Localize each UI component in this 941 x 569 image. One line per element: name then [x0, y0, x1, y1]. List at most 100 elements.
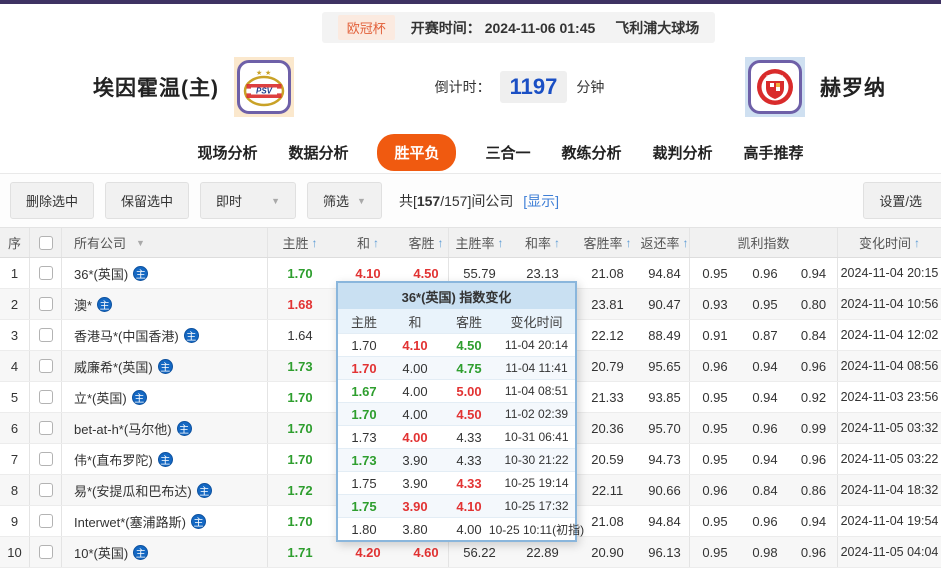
popup-home-odds: 1.67 — [351, 383, 377, 399]
row-checkbox[interactable] — [30, 475, 62, 505]
row-checkbox[interactable] — [30, 382, 62, 412]
checkbox-icon — [38, 452, 53, 466]
draw-odds[interactable]: 4.10 — [355, 265, 381, 281]
row-checkbox[interactable] — [30, 537, 62, 567]
popup-row: 1.70 4.00 4.75 11-04 11:41 — [338, 356, 575, 379]
show-link[interactable]: [显示] — [523, 192, 560, 209]
popup-away-odds: 4.33 — [456, 475, 482, 491]
tab-6[interactable]: 高手推荐 — [743, 144, 804, 162]
settings-button[interactable]: 设置/选 — [863, 182, 941, 219]
row-checkbox[interactable] — [30, 289, 62, 319]
popup-home-odds: 1.70 — [351, 337, 377, 353]
col-header-change-time[interactable]: 变化时间 ↑ — [838, 228, 941, 257]
tab-2[interactable]: 胜平负 — [377, 133, 457, 171]
filter-dropdown[interactable]: 筛选 ▼ — [307, 182, 382, 219]
company-cell[interactable]: 香港马*(中国香港) 主 — [62, 320, 268, 350]
row-checkbox[interactable] — [30, 506, 62, 536]
popup-home-odds: 1.73 — [351, 452, 377, 468]
popup-draw-odds: 3.90 — [402, 498, 428, 514]
row-checkbox[interactable] — [30, 351, 62, 381]
away-rate: 22.12 — [591, 327, 624, 343]
keep-selected-button[interactable]: 保留选中 — [105, 182, 190, 219]
popup-row: 1.73 4.00 4.33 10-31 06:41 — [338, 425, 575, 448]
company-cell[interactable]: 伟*(直布罗陀) 主 — [62, 444, 268, 474]
time-filter-value: 即时 — [216, 194, 243, 209]
kelly-away: 0.94 — [790, 258, 838, 288]
tab-5[interactable]: 裁判分析 — [652, 144, 713, 162]
company-cell[interactable]: 立*(英国) 主 — [62, 382, 268, 412]
row-checkbox[interactable] — [30, 444, 62, 474]
popup-row: 1.70 4.10 4.50 11-04 20:14 — [338, 333, 575, 356]
home-odds[interactable]: 1.64 — [287, 327, 313, 343]
col-header-kelly: 凯利指数 — [690, 228, 838, 257]
home-odds[interactable]: 1.71 — [287, 544, 313, 560]
time-filter-dropdown[interactable]: 即时 ▼ — [200, 182, 297, 219]
company-cell[interactable]: bet-at-h*(马尔他) 主 — [62, 413, 268, 443]
home-team-name: 埃因霍温(主) — [93, 77, 219, 100]
popup-change-time: 10-30 21:22 — [504, 453, 569, 467]
company-cell[interactable]: 威廉希*(英国) 主 — [62, 351, 268, 381]
delete-selected-button[interactable]: 删除选中 — [10, 182, 95, 219]
kelly-home: 0.95 — [702, 420, 728, 436]
away-team: GIRONA 赫罗纳 — [745, 57, 886, 117]
row-checkbox[interactable] — [30, 258, 62, 288]
col-header-home-odds[interactable]: 主胜 ↑ — [268, 228, 332, 257]
tab-4[interactable]: 教练分析 — [561, 144, 622, 162]
popup-draw-odds: 4.00 — [402, 360, 428, 376]
tab-0[interactable]: 现场分析 — [197, 144, 258, 162]
company-cell[interactable]: 36*(英国) 主 — [62, 258, 268, 288]
sort-asc-icon: ↑ — [625, 235, 632, 250]
home-odds[interactable]: 1.73 — [287, 358, 313, 374]
away-odds[interactable]: 4.50 — [404, 258, 449, 288]
col-header-home-rate[interactable]: 主胜率 ↑ — [449, 228, 510, 257]
home-badge-icon: 主 — [133, 265, 149, 281]
sort-asc-icon: ↑ — [497, 235, 504, 250]
away-rate: 21.33 — [591, 389, 624, 405]
draw-odds[interactable]: 4.20 — [355, 544, 381, 560]
company-cell[interactable]: Interwet*(塞浦路斯) 主 — [62, 506, 268, 536]
popup-away-odds: 4.75 — [456, 360, 482, 376]
change-time: 2024-11-04 18:32 — [840, 483, 939, 497]
home-badge-icon: 主 — [133, 544, 149, 560]
label: 客胜率 — [583, 236, 623, 251]
checkbox-icon — [38, 483, 53, 497]
col-header-draw-rate[interactable]: 和率 ↑ — [510, 228, 575, 257]
company-cell[interactable]: 10*(英国) 主 — [62, 537, 268, 567]
company-name: 香港马*(中国香港) — [74, 328, 179, 344]
away-odds[interactable]: 4.60 — [404, 537, 449, 567]
col-header-away-rate[interactable]: 客胜率 ↑ — [575, 228, 640, 257]
popup-draw-odds: 4.00 — [402, 383, 428, 399]
company-cell[interactable]: 澳* 主 — [62, 289, 268, 319]
kelly-home: 0.95 — [702, 389, 728, 405]
home-odds[interactable]: 1.70 — [287, 451, 313, 467]
top-accent-bar — [0, 0, 941, 4]
kelly-draw: 0.94 — [752, 389, 778, 405]
popup-header-row: 主胜 和 客胜 变化时间 — [338, 309, 575, 333]
home-odds[interactable]: 1.72 — [287, 482, 313, 498]
kickoff-label: 开赛时间： — [410, 19, 481, 36]
teams-header: 埃因霍温(主) ★ ★ PSV 倒计时： 1197 分钟 — [0, 43, 941, 131]
home-odds[interactable]: 1.70 — [287, 389, 313, 405]
select-all-checkbox[interactable] — [30, 228, 62, 257]
col-header-company[interactable]: 所有公司 ▼ — [62, 228, 268, 257]
return-rate: 90.47 — [640, 289, 690, 319]
col-header-draw-odds[interactable]: 和 ↑ — [332, 228, 404, 257]
home-odds[interactable]: 1.70 — [287, 513, 313, 529]
tab-3[interactable]: 三合一 — [485, 144, 531, 162]
home-odds[interactable]: 1.70 — [287, 420, 313, 436]
col-header-return-rate[interactable]: 返还率 ↑ — [640, 228, 690, 257]
popup-away-odds: 4.33 — [456, 452, 482, 468]
row-checkbox[interactable] — [30, 413, 62, 443]
company-name: Interwet*(塞浦路斯) — [74, 514, 186, 530]
col-header-away-odds[interactable]: 客胜 ↑ — [404, 228, 449, 257]
row-seq: 4 — [0, 351, 30, 381]
home-odds[interactable]: 1.68 — [287, 296, 313, 312]
home-rate: 55.79 — [463, 265, 496, 281]
tab-1[interactable]: 数据分析 — [288, 144, 349, 162]
popup-row: 1.75 3.90 4.33 10-25 19:14 — [338, 471, 575, 494]
home-odds[interactable]: 1.70 — [287, 265, 313, 281]
company-cell[interactable]: 易*(安提瓜和巴布达) 主 — [62, 475, 268, 505]
home-badge-icon: 主 — [183, 327, 199, 343]
row-checkbox[interactable] — [30, 320, 62, 350]
kelly-draw: 0.94 — [752, 358, 778, 374]
